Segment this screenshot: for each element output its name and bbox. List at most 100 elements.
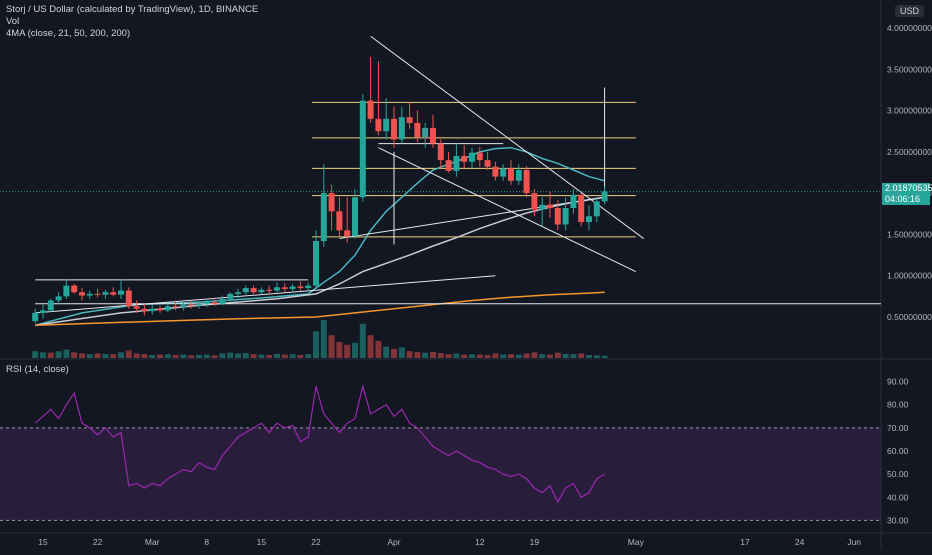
- volume-bar: [547, 354, 553, 358]
- candle-body: [63, 285, 70, 297]
- candle-body: [398, 117, 405, 140]
- candle-body: [515, 170, 522, 181]
- volume-bar: [164, 354, 171, 358]
- time-tick-label: 12: [475, 537, 485, 547]
- rsi-tick-label: 70.00: [887, 423, 909, 433]
- candle-body: [414, 122, 421, 137]
- rsi-tick-label: 90.00: [887, 377, 909, 387]
- volume-bar: [437, 353, 444, 358]
- rsi-label[interactable]: RSI (14, close): [6, 364, 69, 375]
- volume-bar: [86, 354, 93, 358]
- time-tick-label: 24: [795, 537, 805, 547]
- candle-body: [586, 216, 592, 223]
- candle-body: [40, 310, 46, 313]
- candle-body: [422, 127, 429, 137]
- volume-bar: [469, 354, 475, 358]
- time-tick-label: Jun: [847, 537, 861, 547]
- trendline: [35, 275, 496, 314]
- volume-bar: [383, 346, 390, 358]
- candle-body: [180, 304, 187, 308]
- volume-bar: [281, 354, 288, 358]
- rsi-band: [0, 427, 881, 521]
- volume-bar: [320, 320, 327, 358]
- candle-body: [554, 208, 561, 225]
- moving-average-line: [35, 146, 605, 327]
- candle-body: [336, 211, 343, 231]
- volume-bar: [40, 352, 46, 358]
- candle-body: [484, 160, 491, 167]
- volume-bar: [531, 352, 538, 358]
- price-tick-label: 4.00000000: [887, 23, 932, 33]
- volume-bar: [500, 354, 507, 358]
- candle-body: [430, 127, 436, 144]
- volume-bar: [110, 354, 117, 358]
- candle-body: [164, 306, 171, 311]
- volume-bar: [414, 351, 421, 358]
- rsi-line: [34, 383, 605, 504]
- candle-body: [281, 287, 288, 289]
- volume-bar: [391, 348, 397, 358]
- moving-average-label[interactable]: 4MA (close, 21, 50, 200, 200): [6, 28, 131, 39]
- volume-bar: [453, 353, 460, 358]
- volume-bar: [266, 354, 273, 358]
- candle-body: [593, 201, 600, 217]
- symbol-title[interactable]: Storj / US Dollar (calculated by Trading…: [6, 4, 259, 15]
- candle-body: [578, 194, 585, 223]
- volume-bar: [141, 354, 148, 358]
- volume-bar: [79, 353, 85, 358]
- time-tick-label: 19: [530, 537, 540, 547]
- volume-bar: [601, 355, 608, 358]
- volume-layer: [32, 320, 608, 358]
- time-tick-label: 22: [93, 537, 103, 547]
- moving-average-line: [35, 196, 605, 327]
- volume-bar: [219, 353, 226, 358]
- volume-bar: [508, 354, 514, 358]
- candle-body: [601, 191, 608, 202]
- volume-bar: [492, 353, 499, 358]
- volume-bar: [47, 352, 54, 358]
- candle-body: [313, 241, 319, 286]
- volume-bar: [461, 354, 468, 358]
- last-price-value: 2.01870535: [885, 183, 932, 193]
- moving-average-line: [35, 291, 605, 327]
- candle-body: [79, 292, 85, 296]
- trendline: [378, 147, 637, 273]
- time-tick-label: Apr: [387, 537, 400, 547]
- volume-bar: [172, 354, 179, 358]
- candle-body: [359, 100, 366, 198]
- volume-label[interactable]: Vol: [6, 16, 20, 27]
- trendline: [339, 196, 605, 240]
- volume-bar: [180, 354, 187, 358]
- candlestick-layer: [32, 56, 608, 324]
- volume-bar: [515, 354, 522, 358]
- currency-badge[interactable]: USD: [895, 5, 925, 17]
- candle-body: [508, 168, 514, 181]
- candle-body: [391, 118, 397, 140]
- volume-bar: [274, 353, 280, 358]
- volume-bar: [352, 342, 358, 358]
- volume-bar: [398, 347, 405, 358]
- candle-body: [344, 230, 351, 237]
- time-tick-label: 8: [204, 537, 209, 547]
- volume-bar: [305, 354, 312, 358]
- candle-body: [562, 208, 569, 225]
- candle-body: [320, 193, 327, 242]
- volume-bar: [250, 354, 257, 358]
- time-tick-label: 15: [257, 537, 267, 547]
- candle-body: [203, 302, 210, 304]
- volume-bar: [344, 344, 351, 358]
- candle-body: [102, 292, 109, 295]
- candle-body: [437, 143, 444, 161]
- price-countdown: 04:06:16: [885, 194, 921, 204]
- volume-bar: [188, 355, 195, 358]
- volume-bar: [359, 323, 366, 358]
- price-tick-label: 1.50000000: [887, 229, 932, 239]
- volume-bar: [258, 354, 265, 358]
- volume-bar: [157, 354, 163, 358]
- candle-body: [250, 288, 257, 293]
- candle-body: [110, 292, 117, 295]
- volume-bar: [149, 354, 156, 358]
- volume-bar: [118, 352, 124, 358]
